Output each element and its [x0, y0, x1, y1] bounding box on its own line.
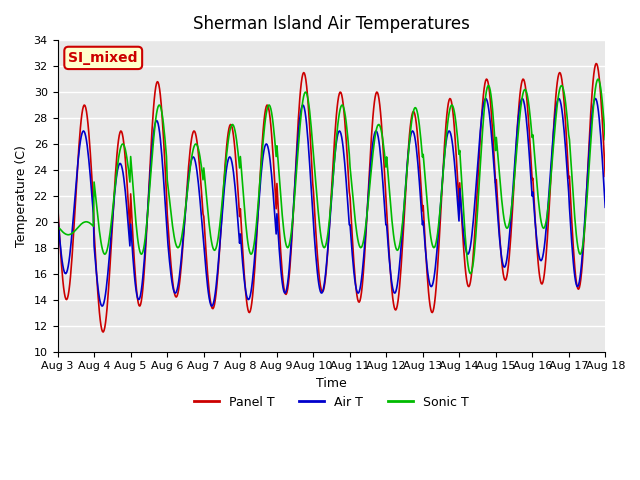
Text: SI_mixed: SI_mixed [68, 51, 138, 65]
Line: Panel T: Panel T [58, 63, 605, 332]
Air T [177, 267, 184, 273]
Sonic T [205, 214, 212, 220]
Panel T [177, 275, 184, 280]
Sonic T [63, 232, 71, 238]
Panel T [63, 295, 71, 301]
Sonic T [595, 76, 602, 82]
Title: Sherman Island Air Temperatures: Sherman Island Air Temperatures [193, 15, 470, 33]
Sonic T [120, 142, 127, 148]
Panel T [415, 146, 422, 152]
Y-axis label: Temperature (C): Temperature (C) [15, 145, 28, 247]
Sonic T [398, 227, 406, 232]
Panel T [205, 288, 213, 294]
Sonic T [54, 223, 61, 229]
Line: Air T: Air T [58, 98, 605, 306]
Panel T [602, 173, 609, 179]
Air T [121, 182, 129, 188]
Air T [205, 295, 213, 300]
Air T [99, 303, 106, 309]
Legend: Panel T, Air T, Sonic T: Panel T, Air T, Sonic T [189, 391, 474, 414]
Panel T [54, 199, 61, 205]
Air T [602, 204, 609, 210]
Air T [399, 224, 406, 229]
Panel T [592, 60, 600, 66]
Air T [415, 169, 422, 175]
Line: Sonic T: Sonic T [58, 79, 605, 274]
Air T [482, 96, 490, 101]
Air T [63, 267, 71, 273]
Sonic T [175, 243, 183, 249]
Sonic T [467, 271, 474, 276]
Sonic T [602, 137, 609, 143]
X-axis label: Time: Time [316, 377, 347, 390]
Panel T [99, 329, 107, 335]
Panel T [399, 240, 406, 246]
Panel T [121, 148, 129, 154]
Air T [54, 211, 61, 216]
Sonic T [414, 112, 422, 118]
